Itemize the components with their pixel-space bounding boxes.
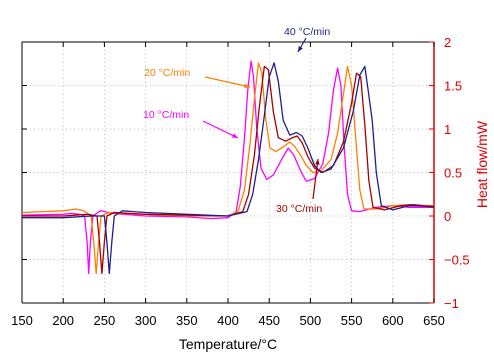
x-tick-label: 500 [300, 313, 322, 328]
grid-layer [22, 42, 434, 303]
y-tick-label: −0.5 [444, 253, 470, 268]
annotation-arrowhead-0 [298, 46, 303, 52]
x-tick-label: 650 [423, 313, 445, 328]
series-line-2 [22, 65, 435, 275]
y-tick-label: 1 [444, 122, 451, 137]
series-line-0 [21, 60, 434, 275]
y-tick-label: −1 [444, 296, 459, 311]
x-tick-label: 250 [94, 313, 116, 328]
x-tick-label: 400 [217, 313, 239, 328]
x-axis-title: Temperature/°C [179, 336, 277, 352]
x-tick-labels: 150 200 250 300 350 400 450 500 550 600 650 [11, 313, 445, 328]
annotation-layer: 40 °C/min 20 °C/min 10 °C/min 30 °C/min [143, 26, 330, 215]
annotation-arrowhead-2 [232, 133, 238, 138]
annotation-label-1: 20 °C/min [144, 67, 190, 79]
x-tick-label: 450 [258, 313, 280, 328]
x-tick-label: 600 [382, 313, 404, 328]
x-tick-label: 300 [135, 313, 157, 328]
x-tick-label: 150 [11, 313, 33, 328]
y-axis-title: Heat flow/mW [474, 120, 490, 208]
x-tick-label: 350 [176, 313, 198, 328]
series-layer [21, 60, 435, 275]
x-tick-label: 550 [341, 313, 363, 328]
x-tick-label: 200 [52, 313, 74, 328]
series-line-3 [22, 62, 435, 275]
plot-frame [21, 41, 435, 304]
annotation-label-3: 30 °C/min [276, 203, 322, 215]
y-tick-label: 0.5 [444, 166, 462, 181]
annotation-label-0: 40 °C/min [284, 26, 330, 38]
annotation-arrow-3 [312, 158, 319, 200]
annotation-arrowhead-1 [244, 83, 250, 89]
annotation-arrowhead-3 [314, 159, 320, 165]
y-tick-labels: −1 −0.5 0 0.5 1 1.5 2 [444, 35, 470, 311]
y-tick-label: 1.5 [444, 79, 462, 94]
series-line-1 [21, 62, 435, 275]
y-tick-label: 2 [444, 35, 451, 50]
annotation-arrow-1 [204, 76, 251, 88]
annotation-label-2: 10 °C/min [143, 109, 189, 121]
annotation-arrow-2 [202, 120, 239, 139]
y-tick-label: 0 [444, 209, 451, 224]
